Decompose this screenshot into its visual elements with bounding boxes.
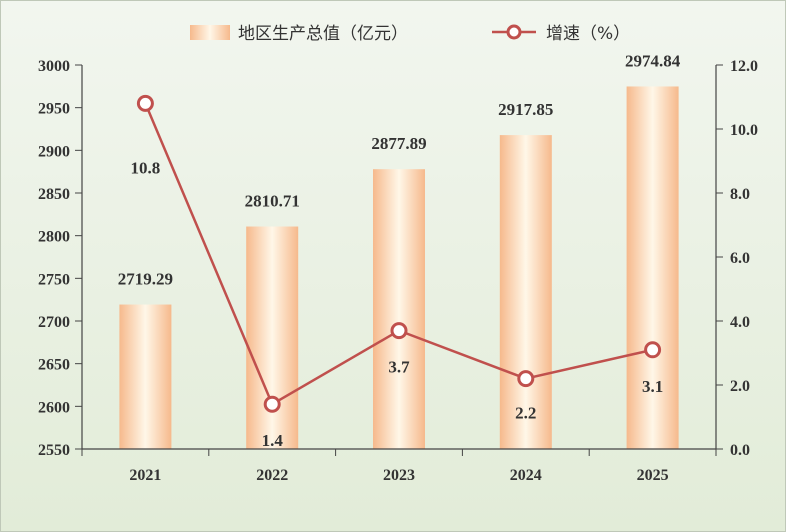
growth-point-2021: [136, 94, 154, 112]
right-tick-label: 4.0: [730, 314, 750, 331]
growth-point-2023: [390, 322, 408, 340]
bar-value-label: 2719.29: [118, 270, 173, 289]
growth-value-label: 3.7: [388, 358, 410, 377]
x-tick-label: 2021: [129, 467, 161, 484]
left-tick-label: 2900: [38, 143, 70, 160]
bar-value-label: 2810.71: [245, 192, 300, 211]
left-tick-label: 2600: [38, 399, 70, 416]
legend-bar-label: 地区生产总值（亿元）: [238, 24, 408, 44]
bars: [119, 86, 679, 450]
left-tick-label: 2550: [38, 442, 70, 459]
left-tick-label: 2650: [38, 357, 70, 374]
left-tick-label: 2800: [38, 229, 70, 246]
bar-2022: [246, 226, 299, 449]
growth-value-label: 1.4: [262, 431, 284, 450]
left-tick-label: 3000: [38, 58, 70, 75]
growth-value-label: 3.1: [642, 377, 663, 396]
bar-value-label: 2917.85: [498, 100, 553, 119]
right-tick-label: 0.0: [730, 442, 750, 459]
x-tick-label: 2022: [256, 467, 288, 484]
right-tick-label: 2.0: [730, 378, 750, 395]
bar-2021: [119, 304, 172, 449]
left-tick-label: 2950: [38, 101, 70, 118]
right-tick-label: 10.0: [730, 122, 758, 139]
legend: 地区生产总值（亿元） 增速（%）: [190, 24, 630, 44]
legend-line-label: 增速（%）: [546, 24, 630, 44]
right-tick-label: 6.0: [730, 250, 750, 267]
x-tick-label: 2023: [383, 467, 415, 484]
growth-point-2025: [644, 341, 662, 359]
growth-point-2024: [517, 370, 535, 388]
data-labels: 2719.29 2810.71 2877.89 2917.85 2974.84 10.8 1…: [118, 51, 681, 450]
x-tick-label: 2025: [637, 467, 669, 484]
bar-value-label: 2877.89: [371, 134, 426, 153]
bar-value-label: 2974.84: [625, 51, 681, 70]
bar-2025: [626, 86, 679, 450]
legend-bar-swatch: [190, 25, 230, 40]
axes: 2550 2600 2650 2700 2750 2800 2850 2900 2950 3000…: [38, 58, 758, 484]
left-tick-label: 2850: [38, 186, 70, 203]
left-tick-label: 2700: [38, 314, 70, 331]
growth-value-label: 2.2: [515, 404, 536, 423]
growth-value-label: 10.8: [131, 158, 161, 177]
growth-line: [136, 94, 662, 413]
right-tick-label: 12.0: [730, 58, 758, 75]
legend-line-marker: [506, 24, 522, 40]
growth-point-2022: [263, 395, 281, 413]
bar-2024: [499, 135, 552, 450]
right-tick-label: 8.0: [730, 186, 750, 203]
left-tick-label: 2750: [38, 271, 70, 288]
x-tick-label: 2024: [510, 467, 542, 484]
bar-2023: [373, 169, 425, 449]
